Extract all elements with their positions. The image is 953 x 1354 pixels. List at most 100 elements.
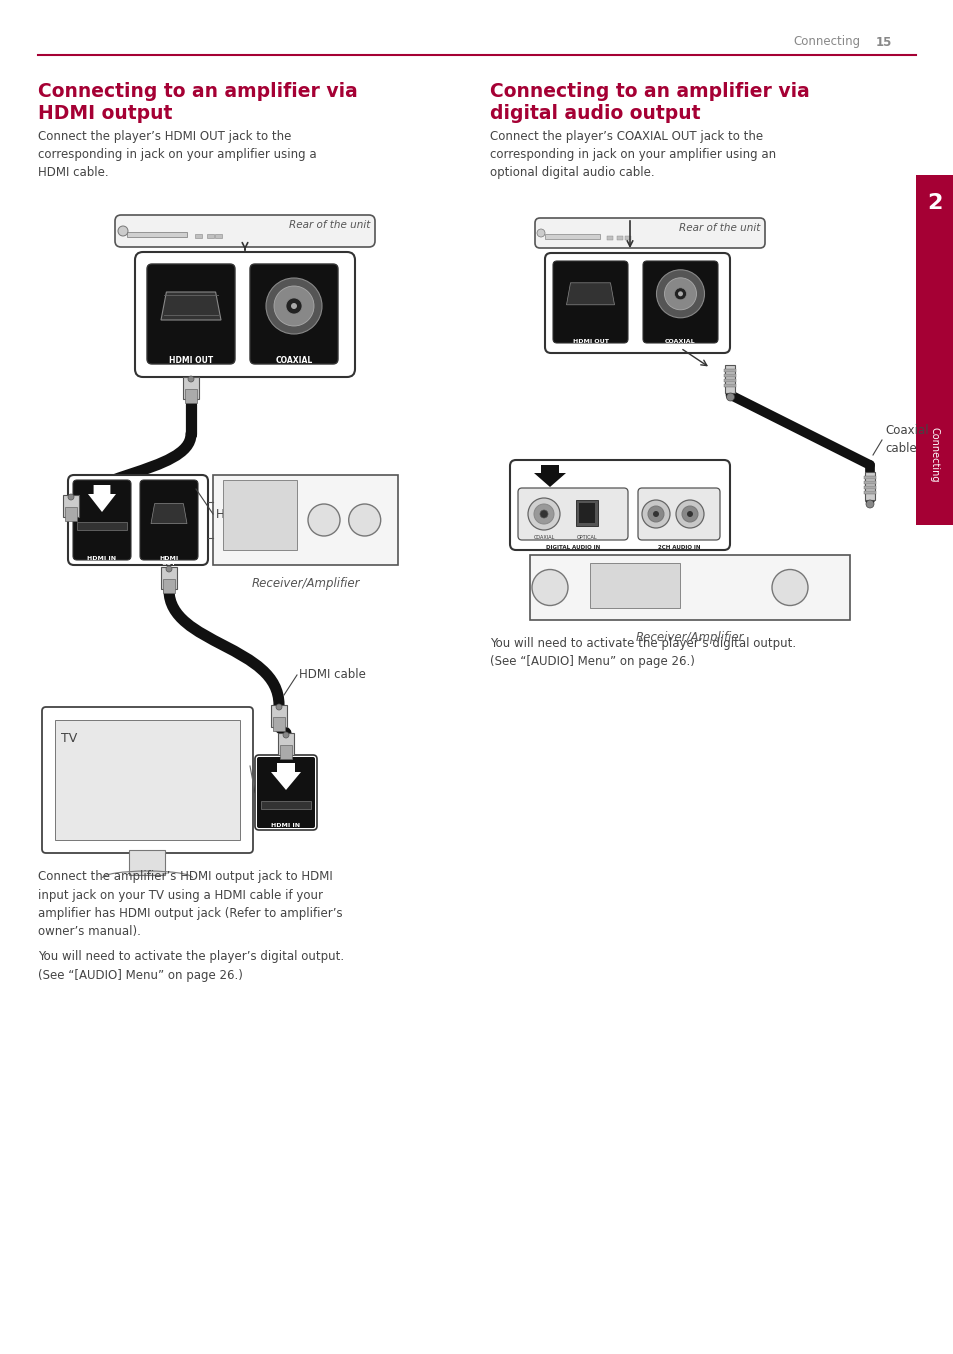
Text: Connecting: Connecting [792, 35, 860, 49]
Bar [223, 481, 296, 550]
FancyBboxPatch shape [42, 707, 253, 853]
Bar [624, 236, 630, 240]
Text: Coaxial
cable: Coaxial cable [884, 425, 927, 455]
Text: TV: TV [61, 731, 77, 745]
Text: Connecting: Connecting [929, 428, 939, 483]
Bar [77, 523, 127, 529]
Circle shape [664, 278, 696, 310]
Polygon shape [534, 464, 565, 487]
Bar [863, 477, 875, 479]
Circle shape [286, 298, 302, 314]
Circle shape [656, 269, 703, 318]
Text: 2CH AUDIO IN: 2CH AUDIO IN [657, 546, 700, 550]
Text: COAXIAL
OUT: COAXIAL OUT [664, 338, 695, 349]
Circle shape [68, 494, 74, 500]
Text: 2: 2 [926, 194, 942, 213]
FancyBboxPatch shape [553, 261, 627, 343]
Polygon shape [271, 764, 301, 789]
Circle shape [641, 500, 669, 528]
Circle shape [676, 500, 703, 528]
Circle shape [678, 291, 682, 297]
Text: Receiver/Amplifier: Receiver/Amplifier [251, 577, 359, 589]
Circle shape [686, 510, 692, 517]
Circle shape [534, 504, 554, 524]
Bar [63, 496, 79, 517]
Text: You will need to activate the player’s digital output.
(See “[AUDIO] Menu” on pa: You will need to activate the player’s d… [490, 636, 796, 669]
Circle shape [166, 566, 172, 571]
Circle shape [674, 288, 686, 299]
FancyBboxPatch shape [140, 481, 198, 561]
Bar [207, 234, 213, 238]
Text: DIGITAL AUDIO IN: DIGITAL AUDIO IN [545, 546, 599, 550]
Bar [55, 720, 240, 839]
FancyBboxPatch shape [544, 253, 729, 353]
Text: 15: 15 [875, 35, 891, 49]
Bar [723, 370, 736, 372]
Circle shape [771, 570, 807, 605]
FancyBboxPatch shape [73, 481, 131, 561]
FancyBboxPatch shape [68, 475, 208, 565]
Bar [280, 745, 292, 760]
Bar [185, 389, 196, 403]
FancyBboxPatch shape [510, 460, 729, 550]
Circle shape [275, 704, 282, 709]
Text: HDMI IN: HDMI IN [272, 823, 300, 829]
Bar [723, 385, 736, 387]
Circle shape [308, 504, 339, 536]
Bar [723, 374, 736, 376]
Text: Rear of the unit: Rear of the unit [289, 219, 370, 230]
Polygon shape [88, 485, 116, 512]
Bar [863, 492, 875, 494]
Bar [273, 718, 285, 731]
FancyBboxPatch shape [517, 487, 627, 540]
FancyBboxPatch shape [115, 215, 375, 246]
Circle shape [188, 376, 193, 382]
Circle shape [283, 733, 289, 738]
Bar [617, 236, 622, 240]
Text: Receiver/Amplifier: Receiver/Amplifier [635, 631, 743, 645]
Polygon shape [151, 504, 187, 524]
Circle shape [539, 510, 547, 519]
Text: Rear of the unit: Rear of the unit [678, 223, 760, 233]
Bar [261, 802, 311, 808]
Circle shape [291, 303, 296, 309]
Bar [530, 555, 849, 620]
FancyBboxPatch shape [147, 264, 234, 364]
Circle shape [652, 510, 659, 517]
Bar [863, 481, 875, 483]
Bar [130, 850, 165, 875]
Text: HDMI output: HDMI output [38, 104, 172, 123]
FancyBboxPatch shape [254, 756, 316, 830]
Bar [65, 506, 77, 521]
Bar [589, 563, 679, 608]
Bar [277, 733, 294, 756]
Circle shape [537, 229, 544, 237]
Bar [576, 500, 598, 525]
Bar [544, 234, 599, 240]
Circle shape [865, 500, 873, 508]
Circle shape [647, 506, 663, 523]
Circle shape [681, 506, 698, 523]
Polygon shape [566, 283, 614, 305]
Circle shape [266, 278, 322, 334]
Circle shape [532, 570, 567, 605]
Text: Connect the player’s COAXIAL OUT jack to the
corresponding in jack on your ampli: Connect the player’s COAXIAL OUT jack to… [490, 130, 776, 179]
FancyBboxPatch shape [535, 218, 764, 248]
Circle shape [274, 286, 314, 326]
Bar [163, 580, 174, 593]
Bar [723, 379, 736, 382]
Bar [214, 234, 222, 238]
Text: OPTICAL: OPTICAL [576, 535, 597, 540]
Text: L: L [654, 532, 657, 538]
Bar [606, 236, 613, 240]
Text: HDMI OUT
TO TV: HDMI OUT TO TV [169, 356, 213, 375]
Bar [161, 567, 177, 589]
Bar [213, 475, 397, 565]
Polygon shape [161, 292, 221, 320]
Circle shape [726, 393, 734, 401]
Circle shape [349, 504, 380, 536]
Bar [864, 473, 874, 500]
Text: Connect the player’s HDMI OUT jack to the
corresponding in jack on your amplifie: Connect the player’s HDMI OUT jack to th… [38, 130, 316, 179]
Text: HDMI IN: HDMI IN [88, 556, 116, 561]
Bar [127, 232, 187, 237]
